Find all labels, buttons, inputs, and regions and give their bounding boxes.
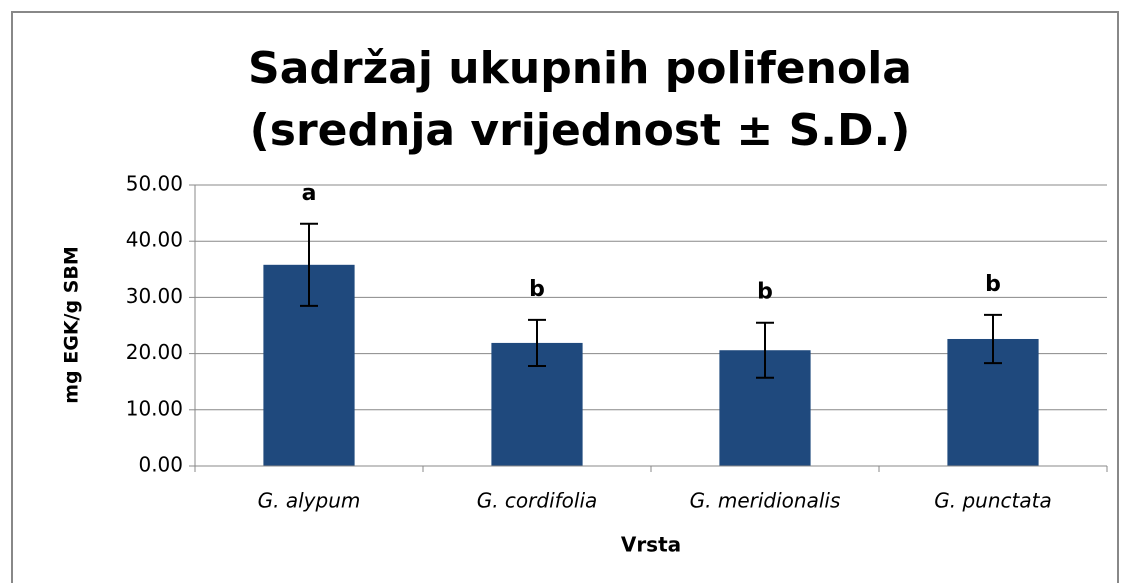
y-tick-label: 40.00 xyxy=(126,228,183,252)
x-tick-label: G. meridionalis xyxy=(690,489,841,513)
y-axis-label: mg EGK/g SBM xyxy=(61,246,83,404)
significance-label: b xyxy=(529,277,545,302)
y-tick-label: 0.00 xyxy=(138,453,183,477)
x-tick-label: G. cordifolia xyxy=(477,489,598,513)
x-tick-label: G. alypum xyxy=(258,489,361,513)
y-tick-label: 50.00 xyxy=(126,172,183,196)
y-tick-label: 20.00 xyxy=(126,340,183,364)
y-tick-label: 30.00 xyxy=(126,284,183,308)
significance-label: a xyxy=(302,181,317,206)
x-axis-label: Vrsta xyxy=(621,533,681,557)
significance-label: b xyxy=(985,272,1001,297)
y-tick-label: 10.00 xyxy=(126,396,183,420)
significance-label: b xyxy=(757,280,773,305)
x-tick-label: G. punctata xyxy=(934,489,1051,513)
chart-title: Sadržaj ukupnih polifenola (srednja vrij… xyxy=(248,43,912,156)
